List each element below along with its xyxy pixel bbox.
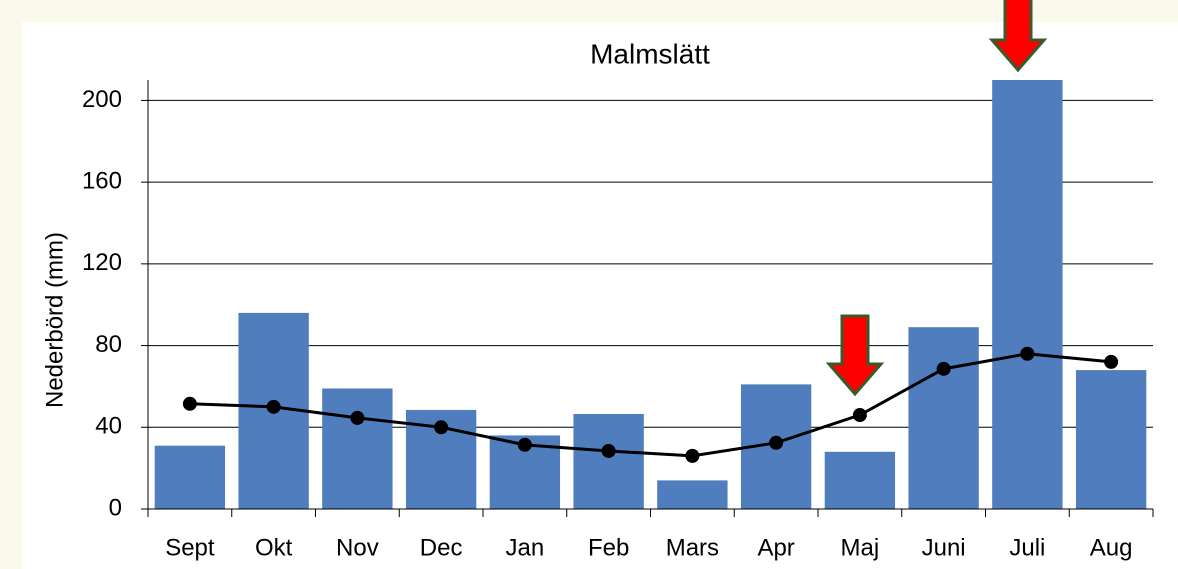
line-point bbox=[182, 396, 197, 411]
line-point bbox=[1104, 354, 1119, 369]
y-tick-label: 120 bbox=[82, 249, 122, 276]
arrow bbox=[825, 314, 885, 397]
x-tick-label: Nov bbox=[336, 534, 379, 561]
bar bbox=[573, 414, 644, 509]
x-tick-label: Mars bbox=[666, 534, 719, 561]
bar bbox=[824, 451, 896, 509]
line-point bbox=[685, 448, 700, 463]
line bbox=[189, 352, 1112, 458]
bar bbox=[1075, 370, 1147, 509]
line-point bbox=[350, 410, 365, 425]
y-tick-label: 160 bbox=[82, 167, 122, 194]
line-point bbox=[1020, 346, 1035, 361]
x-tick-label: Jan bbox=[506, 534, 545, 561]
x-tick-label: Juni bbox=[922, 534, 966, 561]
y-axis-label: Nederbörd (mm) bbox=[41, 232, 68, 408]
x-tick-label: Dec bbox=[420, 534, 463, 561]
x-tick-label: Apr bbox=[757, 534, 794, 561]
x-tick-label: Okt bbox=[255, 534, 293, 561]
x-tick-label: Sept bbox=[165, 534, 215, 561]
y-tick-label: 40 bbox=[95, 413, 122, 440]
bar bbox=[908, 327, 979, 509]
bar bbox=[657, 480, 728, 509]
bar bbox=[154, 445, 226, 509]
line-point bbox=[266, 399, 281, 414]
y-tick-label: 80 bbox=[95, 331, 122, 358]
bar bbox=[322, 388, 393, 509]
line-point bbox=[769, 435, 784, 450]
chart-title: Malmslätt bbox=[590, 38, 710, 69]
line-point bbox=[434, 420, 449, 435]
line-point bbox=[936, 361, 951, 376]
line-point bbox=[601, 443, 616, 458]
arrow bbox=[988, 0, 1048, 73]
line-point bbox=[517, 437, 532, 452]
x-tick-label: Aug bbox=[1090, 534, 1133, 561]
y-tick-label: 200 bbox=[82, 86, 122, 113]
x-tick-label: Maj bbox=[841, 534, 880, 561]
bar bbox=[992, 80, 1063, 509]
x-tick-label: Juli bbox=[1009, 534, 1045, 561]
y-tick-label: 0 bbox=[109, 494, 122, 521]
line-point bbox=[852, 408, 867, 423]
x-tick-label: Feb bbox=[588, 534, 629, 561]
